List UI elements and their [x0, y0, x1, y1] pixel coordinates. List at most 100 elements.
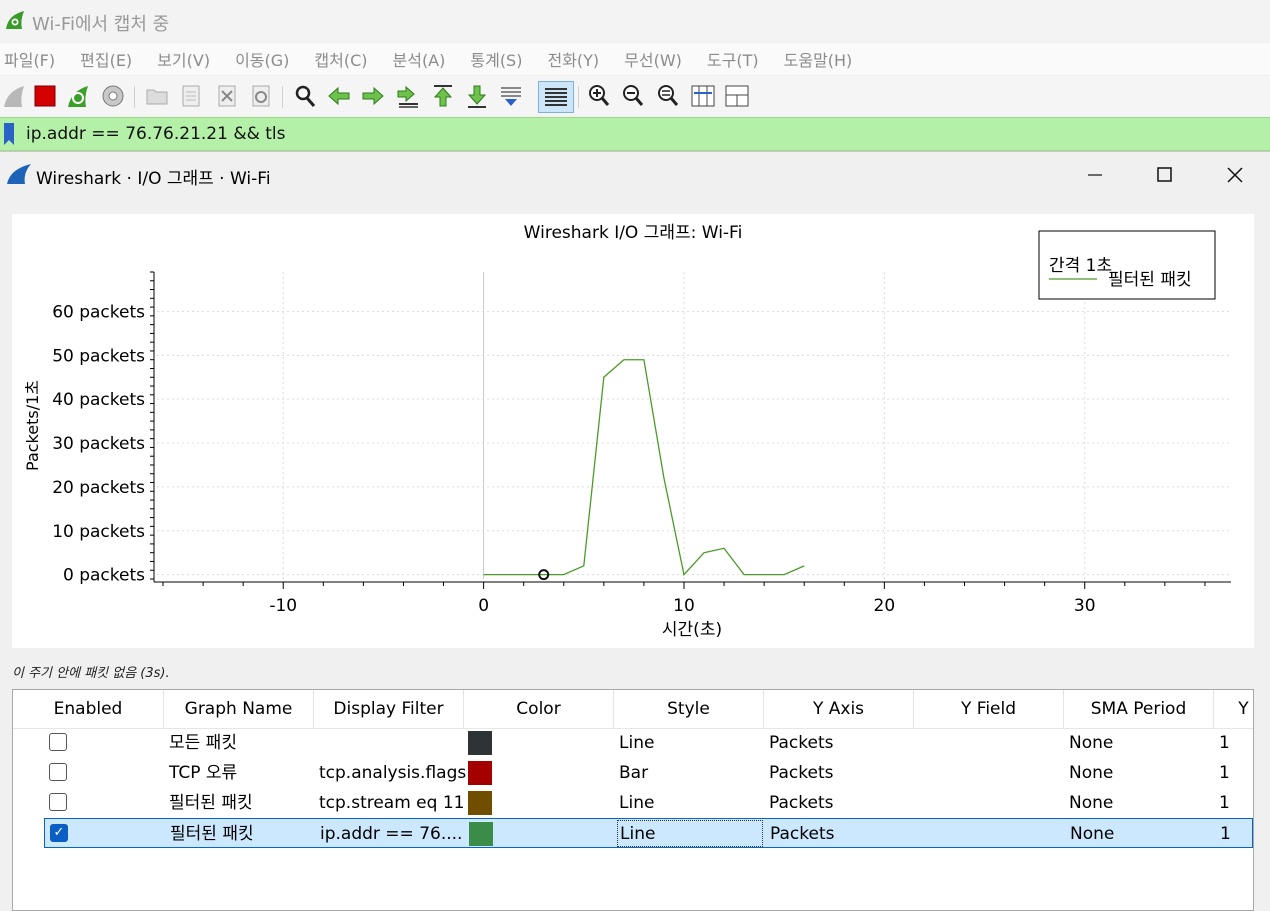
color-swatch[interactable]: [468, 761, 492, 785]
enabled-checkbox[interactable]: [49, 733, 67, 751]
menu-bar: 파일(F) 편집(E) 보기(V) 이동(G) 캡처(C) 분석(A) 통계(S) 전화(Y)…: [0, 43, 1270, 75]
wireshark-capture-icon: [4, 9, 26, 31]
y-axis-cell[interactable]: Packets: [770, 819, 834, 849]
column-header-style[interactable]: Style: [614, 690, 764, 728]
resize-columns-icon[interactable]: [690, 83, 716, 109]
minimize-button[interactable]: [1080, 160, 1110, 190]
column-header-display-filter[interactable]: Display Filter: [314, 690, 464, 728]
y-cell[interactable]: 1: [1219, 728, 1230, 758]
column-header-sma-period[interactable]: SMA Period: [1064, 690, 1214, 728]
y-axis-cell[interactable]: Packets: [769, 788, 833, 818]
graph-row[interactable]: TCP 오류 tcp.analysis.flags Bar Packets None 1: [13, 758, 1253, 788]
menu-item-10[interactable]: 도움말(H): [784, 47, 853, 71]
menu-item-6[interactable]: 통계(S): [470, 47, 522, 71]
color-swatch[interactable]: [469, 822, 493, 846]
chart-grid: [157, 272, 1231, 579]
style-cell[interactable]: Line: [619, 788, 654, 818]
column-header-y-axis[interactable]: Y Axis: [764, 690, 914, 728]
reload-file-icon[interactable]: [248, 83, 274, 109]
y-axis-cell[interactable]: Packets: [769, 758, 833, 788]
y-tick-label: 60 packets: [52, 302, 145, 322]
style-cell[interactable]: Line: [619, 728, 654, 758]
y-cell[interactable]: 1: [1219, 788, 1230, 818]
graph-name-cell[interactable]: 모든 패킷: [169, 728, 237, 758]
shark-fin-start-icon[interactable]: [2, 83, 28, 109]
bookmark-icon[interactable]: [2, 122, 16, 146]
graph-name-cell[interactable]: 필터된 패킷: [169, 788, 253, 818]
colorize-icon[interactable]: [538, 81, 574, 113]
graph-row[interactable]: 필터된 패킷 tcp.stream eq 11 Line Packets None 1: [13, 788, 1253, 818]
zoom-out-icon[interactable]: [620, 83, 646, 109]
enabled-checkbox[interactable]: ✓: [50, 824, 68, 842]
restart-capture-icon[interactable]: [66, 83, 92, 109]
column-header-enabled[interactable]: Enabled: [13, 690, 164, 728]
menu-item-1[interactable]: 편집(E): [80, 47, 132, 71]
y-tick-label: 10 packets: [52, 522, 145, 542]
layout-panes-icon[interactable]: [724, 83, 750, 109]
find-packet-icon[interactable]: [292, 83, 318, 109]
x-tick-label: 20: [874, 596, 896, 616]
y-tick-label: 20 packets: [52, 478, 145, 498]
main-window-title: Wi-Fi에서 캡처 중: [32, 10, 169, 36]
stop-capture-icon[interactable]: [32, 83, 58, 109]
menu-item-3[interactable]: 이동(G): [235, 47, 289, 71]
go-last-packet-icon[interactable]: [464, 83, 490, 109]
zoom-in-icon[interactable]: [586, 83, 612, 109]
menu-item-5[interactable]: 분석(A): [393, 47, 446, 71]
menu-item-2[interactable]: 보기(V): [157, 47, 210, 71]
graph-name-cell[interactable]: 필터된 패킷: [170, 819, 254, 849]
column-header-color[interactable]: Color: [464, 690, 614, 728]
column-header-y-field[interactable]: Y Field: [914, 690, 1064, 728]
capture-options-icon[interactable]: [100, 83, 126, 109]
style-cell[interactable]: Bar: [619, 758, 648, 788]
maximize-button[interactable]: [1149, 160, 1179, 190]
menu-item-4[interactable]: 캡처(C): [314, 47, 367, 71]
display-filter-input[interactable]: [22, 118, 1270, 150]
close-file-icon[interactable]: [214, 83, 240, 109]
graph-row[interactable]: 모든 패킷 Line Packets None 1: [13, 728, 1253, 758]
main-title-bar: Wi-Fi에서 캡처 중: [0, 0, 1270, 42]
column-header-graph-name[interactable]: Graph Name: [164, 690, 314, 728]
menu-item-0[interactable]: 파일(F): [4, 47, 55, 71]
sma-period-cell[interactable]: None: [1069, 728, 1113, 758]
enabled-checkbox[interactable]: [49, 763, 67, 781]
toolbar-separator: [578, 86, 579, 108]
go-forward-icon[interactable]: [360, 83, 386, 109]
go-to-packet-icon[interactable]: [395, 83, 421, 109]
sma-period-cell[interactable]: None: [1069, 758, 1113, 788]
menu-item-7[interactable]: 전화(Y): [547, 47, 599, 71]
close-button[interactable]: [1220, 160, 1250, 190]
graph-name-cell[interactable]: TCP 오류: [169, 758, 237, 788]
go-back-icon[interactable]: [326, 83, 352, 109]
enabled-checkbox[interactable]: [49, 793, 67, 811]
y-cell[interactable]: 1: [1220, 819, 1231, 849]
column-header-y[interactable]: Y: [1214, 690, 1254, 728]
open-file-icon[interactable]: [144, 83, 170, 109]
x-tick-label: 0: [478, 596, 489, 616]
color-swatch[interactable]: [468, 731, 492, 755]
autoscroll-icon[interactable]: [498, 83, 524, 109]
save-file-icon[interactable]: [178, 83, 204, 109]
y-tick-label: 30 packets: [52, 434, 145, 454]
display-filter-cell[interactable]: ip.addr == 76....: [320, 819, 462, 849]
y-cell[interactable]: 1: [1219, 758, 1230, 788]
chart-title: Wireshark I/O 그래프: Wi-Fi: [524, 223, 743, 243]
display-filter-cell[interactable]: tcp.analysis.flags: [319, 758, 466, 788]
menu-item-9[interactable]: 도구(T): [707, 47, 759, 71]
sma-period-cell[interactable]: None: [1070, 819, 1114, 849]
go-first-packet-icon[interactable]: [430, 83, 456, 109]
y-axis-cell[interactable]: Packets: [769, 728, 833, 758]
color-swatch[interactable]: [468, 791, 492, 815]
display-filter-cell[interactable]: tcp.stream eq 11: [319, 788, 464, 818]
sma-period-cell[interactable]: None: [1069, 788, 1113, 818]
zoom-normal-icon[interactable]: [655, 83, 681, 109]
wireshark-fin-icon: [6, 163, 32, 185]
dialog-title-bar: Wireshark · I/O 그래프 · Wi-Fi: [0, 152, 1270, 196]
menu-item-8[interactable]: 무선(W): [624, 47, 682, 71]
legend-title: 간격 1초: [1049, 256, 1112, 276]
